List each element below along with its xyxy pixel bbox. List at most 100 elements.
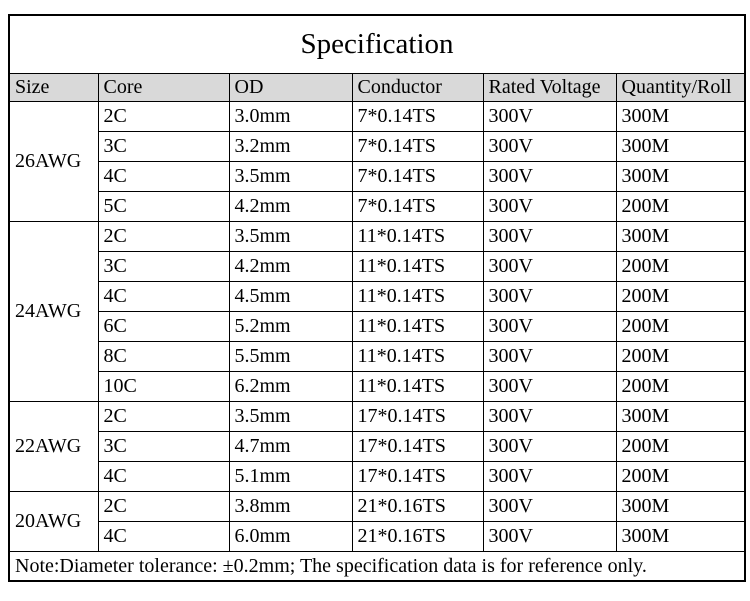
table-cell: 3.5mm xyxy=(228,161,353,192)
table-cell: 200M xyxy=(615,371,746,402)
table-cell: 300V xyxy=(482,191,617,222)
table-cell: 300V xyxy=(482,251,617,282)
table-cell: 4.2mm xyxy=(228,191,353,222)
table-cell: 11*0.14TS xyxy=(351,281,484,312)
table-cell: 300V xyxy=(482,161,617,192)
table-row: 4C 3.5mm 7*0.14TS 300V 300M xyxy=(9,161,746,192)
column-header-quantity-roll: Quantity/Roll xyxy=(615,73,746,102)
note-text: Note:Diameter tolerance: ±0.2mm; The spe… xyxy=(8,551,746,582)
table-cell: 300V xyxy=(482,101,617,132)
size-group-label: 20AWG xyxy=(8,491,99,552)
specification-table: Specification Size Core OD Conductor Rat… xyxy=(8,14,747,582)
table-cell: 7*0.14TS xyxy=(351,191,484,222)
table-cell: 5.1mm xyxy=(228,461,353,492)
table-cell: 300V xyxy=(482,341,617,372)
table-cell: 6.0mm xyxy=(228,521,353,552)
table-cell: 4.5mm xyxy=(228,281,353,312)
table-cell: 300M xyxy=(615,221,746,252)
table-row: 22AWG 2C 3.5mm 17*0.14TS 300V 300M xyxy=(8,401,746,492)
table-cell: 2C xyxy=(97,491,230,522)
table-cell: 200M xyxy=(615,251,746,282)
table-cell: 3.8mm xyxy=(228,491,353,522)
table-cell: 3.5mm xyxy=(228,221,353,252)
table-cell: 21*0.16TS xyxy=(351,521,484,552)
table-cell: 200M xyxy=(615,431,746,462)
table-cell: 11*0.14TS xyxy=(351,371,484,402)
table-cell: 200M xyxy=(615,281,746,312)
table-cell: 4.2mm xyxy=(228,251,353,282)
table-cell: 4.7mm xyxy=(228,431,353,462)
table-cell: 300V xyxy=(482,371,617,402)
table-cell: 8C xyxy=(97,341,230,372)
table-row: 10C 6.2mm 11*0.14TS 300V 200M xyxy=(9,371,746,402)
table-cell: 3.2mm xyxy=(228,131,353,162)
table-cell: 300M xyxy=(615,521,746,552)
table-row: 6C 5.2mm 11*0.14TS 300V 200M xyxy=(9,311,746,342)
table-row: 3C 3.2mm 7*0.14TS 300V 300M xyxy=(9,131,746,162)
title-row: Specification xyxy=(8,14,746,74)
table-cell: 300V xyxy=(482,221,617,252)
table-cell: 4C xyxy=(97,281,230,312)
table-row: 4C 6.0mm 21*0.16TS 300V 300M xyxy=(9,521,746,552)
table-row: 4C 5.1mm 17*0.14TS 300V 200M xyxy=(9,461,746,492)
header-row: Size Core OD Conductor Rated Voltage Qua… xyxy=(8,73,746,102)
table-cell: 2C xyxy=(97,101,230,132)
column-header-conductor: Conductor xyxy=(351,73,484,102)
table-cell: 7*0.14TS xyxy=(351,161,484,192)
page-title: Specification xyxy=(8,14,746,74)
table-cell: 200M xyxy=(615,461,746,492)
table-cell: 11*0.14TS xyxy=(351,251,484,282)
table-cell: 300M xyxy=(615,101,746,132)
table-row: 4C 4.5mm 11*0.14TS 300V 200M xyxy=(9,281,746,312)
table-cell: 300M xyxy=(615,491,746,522)
size-group-label: 22AWG xyxy=(8,401,99,492)
table-cell: 300V xyxy=(482,401,617,432)
table-cell: 300M xyxy=(615,401,746,432)
table-cell: 7*0.14TS xyxy=(351,101,484,132)
table-cell: 11*0.14TS xyxy=(351,341,484,372)
size-group-label: 26AWG xyxy=(8,101,99,222)
table-cell: 300V xyxy=(482,491,617,522)
table-cell: 11*0.14TS xyxy=(351,221,484,252)
table-cell: 11*0.14TS xyxy=(351,311,484,342)
table-cell: 300V xyxy=(482,311,617,342)
table-cell: 17*0.14TS xyxy=(351,431,484,462)
table-cell: 4C xyxy=(97,521,230,552)
table-cell: 300V xyxy=(482,521,617,552)
table-cell: 2C xyxy=(97,401,230,432)
table-row: 24AWG 2C 3.5mm 11*0.14TS 300V 300M xyxy=(8,221,746,402)
table-cell: 300V xyxy=(482,281,617,312)
table-cell: 300M xyxy=(615,131,746,162)
table-cell: 10C xyxy=(97,371,230,402)
note-row: Note:Diameter tolerance: ±0.2mm; The spe… xyxy=(8,551,746,582)
table-cell: 300V xyxy=(482,431,617,462)
column-header-size: Size xyxy=(8,73,99,102)
table-cell: 17*0.14TS xyxy=(351,401,484,432)
table-cell: 6.2mm xyxy=(228,371,353,402)
table-cell: 300V xyxy=(482,131,617,162)
column-header-od: OD xyxy=(228,73,353,102)
table-cell: 3C xyxy=(97,431,230,462)
table-cell: 17*0.14TS xyxy=(351,461,484,492)
table-cell: 21*0.16TS xyxy=(351,491,484,522)
size-group-label: 24AWG xyxy=(8,221,99,402)
table-cell: 200M xyxy=(615,341,746,372)
column-header-core: Core xyxy=(97,73,230,102)
table-cell: 2C xyxy=(97,221,230,252)
table-row: 20AWG 2C 3.8mm 21*0.16TS 300V 300M xyxy=(8,491,746,552)
table-cell: 6C xyxy=(97,311,230,342)
table-cell: 200M xyxy=(615,311,746,342)
table-row: 8C 5.5mm 11*0.14TS 300V 200M xyxy=(9,341,746,372)
table-row: 3C 4.2mm 11*0.14TS 300V 200M xyxy=(9,251,746,282)
table-row: 5C 4.2mm 7*0.14TS 300V 200M xyxy=(9,191,746,222)
table-cell: 300M xyxy=(615,161,746,192)
table-cell: 3C xyxy=(97,131,230,162)
table-cell: 3.5mm xyxy=(228,401,353,432)
table-cell: 4C xyxy=(97,161,230,192)
table-cell: 4C xyxy=(97,461,230,492)
table-cell: 7*0.14TS xyxy=(351,131,484,162)
column-header-rated-voltage: Rated Voltage xyxy=(482,73,617,102)
table-cell: 5.5mm xyxy=(228,341,353,372)
table-cell: 300V xyxy=(482,461,617,492)
